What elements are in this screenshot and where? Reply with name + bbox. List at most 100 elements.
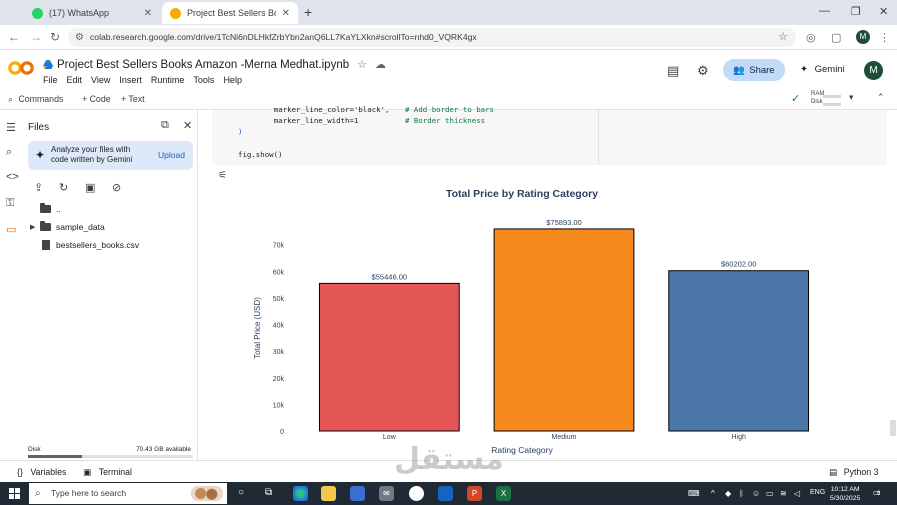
extensions-puzzle-icon[interactable]: ▢ (831, 32, 842, 44)
notebook-title[interactable]: Project Best Sellers Books Amazon -Merna… (57, 58, 350, 71)
bookmark-star-icon[interactable]: ☆ (778, 31, 788, 43)
wifi-icon[interactable]: ≋ (780, 489, 787, 498)
account-avatar[interactable]: M (864, 61, 883, 80)
menu-edit[interactable]: Edit (66, 75, 83, 85)
resource-monitor[interactable]: RAM Disk (811, 90, 824, 106)
photos-icon[interactable] (438, 486, 453, 501)
x-tick-label: Medium (552, 434, 577, 441)
colab-logo-icon[interactable] (8, 60, 34, 76)
excel-icon[interactable]: X (496, 486, 511, 501)
share-button[interactable]: 👥 Share (723, 59, 785, 81)
add-text-button[interactable]: + Text (121, 94, 145, 104)
scrollbar-thumb[interactable] (890, 420, 896, 436)
comments-icon[interactable]: ▤ (667, 63, 680, 78)
forward-icon[interactable]: → (30, 30, 42, 44)
menu-tools[interactable]: Tools (193, 75, 215, 85)
disk-label: Disk (811, 99, 823, 105)
bluetooth-icon[interactable]: ᛒ (739, 489, 744, 498)
people-icon: 👥 (733, 64, 746, 76)
browser-profile-avatar[interactable]: M (856, 30, 870, 44)
site-info-icon[interactable]: ⚙ (75, 32, 84, 43)
taskbar-search-field[interactable]: ⌕ Type here to search (29, 483, 227, 504)
variables-button[interactable]: {} Variables (17, 467, 66, 477)
resources-dropdown-icon[interactable]: ▾ (849, 92, 854, 102)
task-view-icon[interactable]: ⧉ (265, 487, 273, 498)
chrome-icon[interactable] (409, 486, 424, 501)
people-icon[interactable]: ☺ (752, 489, 761, 498)
runtime-indicator[interactable]: ▤ Python 3 (829, 467, 879, 478)
mail-icon[interactable]: ✉ (379, 486, 394, 501)
gemini-button[interactable]: ✦ Gemini (800, 64, 845, 75)
mount-drive-icon[interactable]: ▣ (85, 182, 96, 194)
runtime-label: Python 3 (843, 467, 879, 477)
output-settings-icon[interactable]: ⚟ (218, 170, 227, 181)
whatsapp-icon (32, 7, 43, 19)
find-replace-icon[interactable]: ⌕ (6, 146, 13, 158)
restore-icon[interactable]: ❐ (851, 6, 861, 18)
files-folder-icon[interactable]: ▭ (6, 224, 17, 236)
collapse-chevron-icon[interactable]: ⌃ (877, 92, 885, 102)
y-tick-label: 50k (273, 296, 285, 303)
back-icon[interactable]: ← (8, 30, 20, 44)
open-in-tab-icon[interactable]: ⧉ (161, 119, 169, 131)
close-window-icon[interactable]: ✕ (879, 6, 889, 18)
cortana-circle-icon[interactable]: ○ (238, 487, 245, 498)
new-tab-icon[interactable]: + (304, 4, 313, 20)
extension-icon[interactable]: ◎ (806, 32, 816, 44)
windows-start-icon[interactable] (9, 488, 20, 499)
bar-medium[interactable] (493, 228, 635, 432)
menu-runtime[interactable]: Runtime (150, 75, 185, 85)
tab-whatsapp[interactable]: (17) WhatsApp ✕ (24, 2, 160, 24)
gemini-prompt-line: Analyze your files with (51, 145, 131, 154)
url-field[interactable]: ⚙ colab.research.google.com/drive/1TcNi6… (68, 28, 796, 47)
powerpoint-icon[interactable]: P (467, 486, 482, 501)
tree-item-sample-data[interactable]: ▶ sample_data (30, 221, 105, 232)
add-code-button[interactable]: + Code (82, 94, 111, 104)
reload-icon[interactable]: ↻ (50, 30, 61, 44)
upload-button[interactable]: Upload (158, 150, 185, 160)
commands-button[interactable]: ⌕ Commands (8, 94, 63, 105)
volume-icon[interactable]: ◁ (794, 489, 801, 498)
close-tab-icon[interactable]: ✕ (143, 7, 152, 19)
refresh-icon[interactable]: ↻ (59, 182, 69, 194)
hide-files-eye-icon[interactable]: ⊘ (112, 182, 122, 194)
menu-insert[interactable]: Insert (119, 75, 142, 85)
close-tab-icon[interactable]: ✕ (281, 7, 290, 19)
files-panel: Files ⧉ ✕ ✦ Analyze your files with code… (24, 110, 198, 460)
expand-caret-icon[interactable]: ▶ (30, 224, 36, 231)
microsoft-store-icon[interactable] (350, 486, 365, 501)
keyboard-icon[interactable]: ⌨ (688, 489, 700, 498)
bar-low[interactable] (318, 282, 460, 432)
share-label: Share (749, 64, 775, 76)
table-of-contents-icon[interactable]: ☰ (6, 122, 16, 134)
terminal-button[interactable]: ▣ Terminal (83, 467, 132, 478)
minimize-icon[interactable]: — (819, 5, 830, 17)
cloud-save-icon[interactable]: ☁ (375, 59, 386, 71)
tab-colab[interactable]: Project Best Sellers Books Amaz ✕ (162, 2, 298, 24)
file-explorer-icon[interactable] (321, 486, 336, 501)
show-hidden-icons-icon[interactable]: ^ (711, 489, 715, 498)
close-panel-icon[interactable]: ✕ (183, 120, 193, 132)
taskbar-clock[interactable]: 10:12 AM 5/30/2025 (830, 485, 860, 503)
edge-browser-icon[interactable] (293, 486, 308, 501)
code-cell[interactable]: marker_line_color='black', # Add border … (212, 105, 887, 165)
windows-taskbar: ⌕ Type here to search ○ ⧉ ✉ P X ⌨ ^ ◆ ᛒ … (0, 482, 897, 505)
tree-item-parent[interactable]: .. (30, 203, 61, 214)
bar-high[interactable] (668, 270, 810, 432)
menu-file[interactable]: File (43, 75, 58, 85)
menu-help[interactable]: Help (223, 75, 242, 85)
input-language[interactable]: ENG (810, 489, 826, 496)
tree-item-csv[interactable]: bestsellers_books.csv (30, 240, 139, 250)
upload-file-icon[interactable]: ⇪ (34, 182, 44, 194)
menu-view[interactable]: View (91, 75, 111, 85)
tab-title: Project Best Sellers Books Amaz (187, 8, 276, 18)
notification-center-icon[interactable]: ▭ (873, 488, 881, 497)
dropbox-icon[interactable]: ◆ (725, 489, 732, 498)
battery-icon[interactable]: ▭ (766, 489, 774, 498)
settings-gear-icon[interactable]: ⚙ (697, 63, 709, 78)
browser-menu-icon[interactable]: ⋮ (879, 32, 890, 44)
secrets-key-icon[interactable]: ⚿ (6, 197, 15, 209)
star-notebook-icon[interactable]: ☆ (357, 59, 367, 71)
code-snippets-icon[interactable]: <> (6, 171, 19, 183)
tree-item-label: .. (56, 204, 61, 214)
